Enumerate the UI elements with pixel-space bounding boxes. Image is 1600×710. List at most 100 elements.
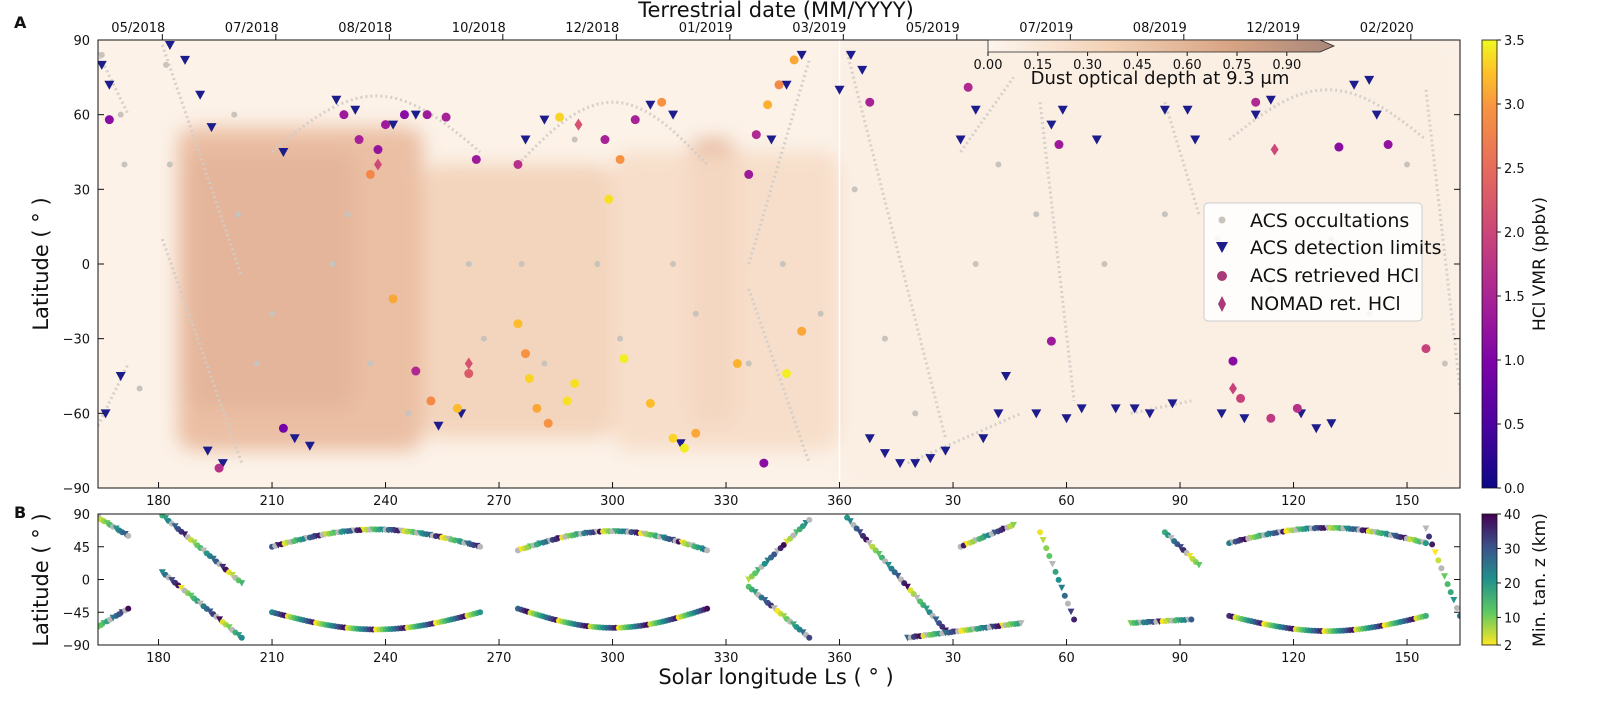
vmr-tick-label: 1.5 <box>1504 290 1525 305</box>
occultation-point <box>121 161 128 168</box>
panel-b-plot-area <box>98 514 1460 645</box>
retrieved-hcl-point <box>373 145 383 155</box>
altitude-point <box>1435 557 1442 564</box>
detection-limit-point <box>1326 419 1337 429</box>
altitude-point <box>799 629 807 636</box>
occultation-point <box>269 310 276 317</box>
detection-limit-point <box>1190 135 1201 145</box>
retrieved-hcl-point <box>381 120 391 130</box>
retrieved-hcl-point <box>441 112 451 122</box>
occultation-point <box>1161 211 1168 218</box>
y-tick-label: 0 <box>82 258 90 273</box>
x-tick-label: 270 <box>487 494 512 509</box>
legend-occultation-marker <box>1218 216 1226 224</box>
top-tick-label: 03/2019 <box>792 21 846 36</box>
altitude-point <box>158 569 166 576</box>
dust-optical-depth-heatmap <box>177 40 1460 488</box>
retrieved-hcl-point <box>513 319 523 329</box>
detection-limit-point <box>796 50 807 60</box>
panel-a-y-axis-label: Latitude ( ° ) <box>29 197 53 330</box>
detection-limit-point <box>879 449 890 459</box>
altitude-point <box>196 600 204 608</box>
occultation-point <box>670 261 677 267</box>
dust-region <box>423 164 613 439</box>
vmr-tick-label: 1.0 <box>1504 354 1525 369</box>
detection-limit-point <box>206 123 217 133</box>
altitude-point <box>806 634 813 641</box>
detection-limit-point <box>668 110 679 120</box>
x-axis-label: Solar longitude Ls ( ° ) <box>658 665 893 689</box>
retrieved-hcl-point <box>657 97 667 107</box>
detection-limit-point <box>1182 105 1193 115</box>
dust-tick-label: 0.15 <box>1023 58 1052 73</box>
altitude-point <box>216 616 224 623</box>
altitude-point <box>1052 568 1059 575</box>
retrieved-hcl-point <box>619 354 629 364</box>
altitude-point <box>171 523 179 530</box>
altitude-point <box>112 525 120 533</box>
occultation-point <box>817 310 824 317</box>
occultation-track <box>959 76 1015 153</box>
retrieved-hcl-point <box>604 194 614 204</box>
retrieved-hcl-point <box>1251 97 1261 107</box>
legend-retrieved-marker <box>1217 271 1227 281</box>
retrieved-hcl-point <box>388 294 398 304</box>
x-tick-label: 330 <box>714 651 739 666</box>
panel-b-y-ticks: 90 45 0 −45 −90 <box>63 508 1460 654</box>
dust-region <box>839 40 1460 488</box>
vmr-tick-label: 3.5 <box>1504 34 1525 49</box>
detection-limit-point <box>100 409 111 419</box>
occultation-track <box>1038 102 1076 402</box>
occultation-point <box>881 335 888 342</box>
dust-tick-label: 0.30 <box>1073 58 1102 73</box>
retrieved-hcl-point <box>524 373 534 383</box>
occultation-point <box>745 360 752 367</box>
occultation-point <box>465 261 472 267</box>
occultation-point <box>1441 360 1448 367</box>
altitude-tick-label: 10 <box>1504 611 1521 626</box>
altitude-point <box>200 547 208 555</box>
panel-b-x-ticks: 180 210 240 270 300 330 360 30 60 90 120 150 <box>146 639 1419 666</box>
altitude-point <box>770 605 778 612</box>
altitude-point <box>771 551 778 558</box>
nomad-hcl-point <box>464 357 473 370</box>
legend-nomad-marker <box>1218 296 1226 312</box>
detection-limit-point <box>410 110 421 120</box>
y-tick-label: 90 <box>73 34 90 49</box>
retrieved-hcl-point <box>1266 413 1276 423</box>
altitude-point <box>121 531 129 538</box>
retrieved-hcl-point <box>471 154 481 164</box>
x-tick-label: 300 <box>600 494 625 509</box>
retrieved-hcl-point <box>422 110 432 120</box>
altitude-point <box>932 616 940 624</box>
occultation-track <box>271 94 482 154</box>
occultation-point <box>136 385 143 392</box>
detection-limit-point <box>970 105 981 115</box>
altitude-point <box>1422 525 1430 533</box>
detection-limit-point <box>857 65 868 75</box>
altitude-colorbar-bar <box>1481 513 1498 646</box>
altitude-point <box>1176 544 1184 551</box>
dust-tick-label: 0.90 <box>1272 58 1301 73</box>
retrieved-hcl-point <box>763 100 773 110</box>
detection-limit-point <box>993 409 1004 419</box>
altitude-colorbar-ticks: 40 30 20 10 2 <box>1497 508 1521 654</box>
altitude-point <box>1058 584 1066 592</box>
vmr-tick-label: 2.5 <box>1504 162 1525 177</box>
altitude-tick-label: 2 <box>1504 639 1512 654</box>
retrieved-hcl-point <box>615 154 625 164</box>
altitude-point <box>1064 600 1071 607</box>
y-tick-label: 45 <box>73 541 90 556</box>
altitude-point <box>846 518 854 525</box>
altitude-point <box>894 572 902 580</box>
altitude-point <box>1188 616 1195 623</box>
panel-a-y-ticks: 90 60 30 0 −30 −60 −90 <box>63 34 1460 497</box>
altitude-tick-label: 30 <box>1504 542 1521 557</box>
legend-occultations: ACS occultations <box>1250 210 1409 232</box>
occultation-track <box>516 100 709 166</box>
occultation-point <box>972 261 979 267</box>
detection-limit-point <box>180 55 191 65</box>
altitude-point <box>922 605 930 613</box>
retrieved-hcl-point <box>759 458 769 468</box>
detection-limit-point <box>1110 404 1121 414</box>
